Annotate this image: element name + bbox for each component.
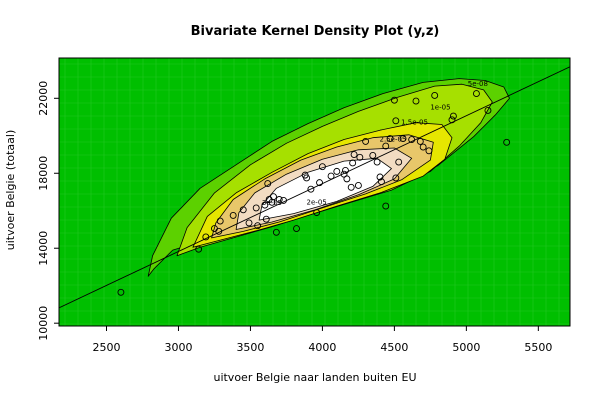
- data-points: [117, 90, 511, 296]
- data-point: [261, 201, 269, 209]
- data-point: [264, 180, 272, 188]
- data-point: [252, 204, 260, 212]
- data-point: [303, 174, 311, 182]
- data-point: [275, 196, 283, 203]
- data-point: [382, 202, 390, 210]
- data-point: [313, 209, 321, 217]
- data-point: [318, 163, 326, 171]
- contour-label: 3e-05: [262, 199, 282, 207]
- x-tick-label: 4000: [308, 341, 336, 354]
- data-point: [503, 138, 511, 146]
- data-point: [419, 143, 427, 151]
- data-point: [382, 142, 390, 150]
- plot-frame: [58, 57, 571, 327]
- contour-label: 5e-08: [468, 80, 488, 88]
- data-point: [239, 206, 247, 214]
- data-point: [392, 117, 400, 125]
- data-point: [341, 166, 349, 174]
- data-point: [399, 135, 407, 143]
- data-point: [293, 225, 300, 232]
- data-point: [392, 174, 400, 182]
- data-point: [373, 158, 381, 166]
- y-tick-label: 14000: [37, 231, 50, 266]
- x-tick-label: 5500: [524, 341, 552, 354]
- data-point: [216, 217, 224, 225]
- contour-label: 1.5e-05: [401, 119, 428, 127]
- y-axis-label: uitvoer Belgie (totaal): [4, 130, 17, 251]
- data-point: [484, 107, 492, 114]
- data-point: [262, 215, 270, 223]
- contour-label: 2e-05: [307, 198, 327, 206]
- x-tick-label: 4500: [380, 341, 408, 354]
- data-point: [117, 288, 125, 296]
- data-point: [202, 233, 210, 241]
- data-point: [362, 137, 370, 145]
- data-point: [449, 112, 457, 120]
- y-tick-label: 10000: [37, 306, 50, 341]
- data-point: [386, 135, 394, 143]
- chart-title: Bivariate Kernel Density Plot (y,z): [191, 24, 440, 39]
- data-point: [270, 193, 277, 201]
- data-point: [327, 172, 335, 180]
- data-point: [350, 151, 358, 158]
- data-point: [356, 153, 364, 161]
- x-tick-label: 5000: [452, 341, 480, 354]
- data-point: [215, 227, 223, 235]
- data-point: [333, 167, 341, 175]
- data-point: [195, 245, 203, 253]
- x-axis-label: uitvoer Belgie naar landen buiten EU: [213, 371, 416, 384]
- data-point: [354, 181, 362, 189]
- data-point: [245, 219, 253, 227]
- data-point: [349, 159, 357, 167]
- data-point: [369, 152, 377, 159]
- data-point: [307, 185, 315, 193]
- contour-label: 1e-05: [430, 104, 450, 112]
- data-point: [254, 222, 262, 230]
- x-tick-label: 3500: [236, 341, 264, 354]
- data-point: [390, 96, 398, 104]
- data-point: [272, 228, 280, 236]
- y-tick-label: 18000: [37, 156, 50, 191]
- data-point: [412, 97, 420, 105]
- data-point: [377, 178, 385, 186]
- x-tick-label: 2500: [93, 341, 121, 354]
- data-point: [229, 211, 237, 219]
- data-point: [425, 147, 433, 155]
- data-point: [408, 136, 416, 143]
- data-point: [376, 173, 384, 181]
- data-point: [347, 183, 355, 191]
- x-axis: 2500 3000 3500 4000 4500 5000 5500: [93, 326, 552, 354]
- y-axis: 10000 14000 18000 22000: [37, 81, 59, 341]
- y-tick-label: 22000: [37, 81, 50, 116]
- x-tick-label: 3000: [164, 341, 192, 354]
- data-point: [280, 196, 288, 204]
- data-point: [395, 158, 403, 166]
- data-point: [416, 137, 424, 145]
- data-point: [343, 175, 351, 183]
- regression-line: [59, 66, 570, 309]
- data-point: [448, 116, 456, 124]
- data-point: [431, 92, 439, 99]
- data-point: [316, 179, 323, 187]
- data-point: [472, 90, 480, 98]
